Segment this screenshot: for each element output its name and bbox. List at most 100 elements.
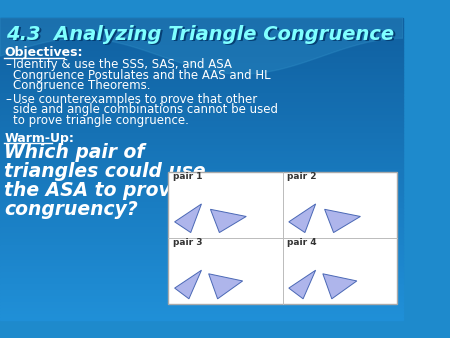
Bar	[0, 275, 403, 278]
Bar	[0, 148, 403, 151]
Bar	[0, 57, 403, 60]
Bar	[0, 118, 403, 121]
Bar	[0, 193, 403, 196]
Text: Use counterexamples to prove that other: Use counterexamples to prove that other	[13, 93, 257, 106]
Bar	[0, 127, 403, 130]
Bar	[0, 272, 403, 275]
Bar	[0, 251, 403, 254]
Polygon shape	[323, 274, 357, 299]
Text: the ASA to prove: the ASA to prove	[4, 181, 184, 200]
Bar	[0, 208, 403, 211]
Bar	[0, 269, 403, 272]
Bar	[0, 290, 403, 293]
Bar	[0, 308, 403, 311]
Bar	[0, 27, 403, 30]
Polygon shape	[289, 204, 315, 233]
Bar	[0, 257, 403, 260]
Bar	[0, 230, 403, 233]
Bar	[0, 142, 403, 145]
Bar	[0, 305, 403, 308]
Bar	[0, 33, 403, 36]
Text: 4.3  Analyzing Triangle Congruence: 4.3 Analyzing Triangle Congruence	[8, 26, 396, 45]
Text: triangles could use: triangles could use	[4, 162, 206, 181]
Bar	[0, 242, 403, 245]
Bar	[0, 302, 403, 305]
Bar	[0, 90, 403, 93]
Bar	[0, 154, 403, 157]
Bar	[168, 172, 397, 304]
Bar	[0, 45, 403, 48]
Text: 4.3  Analyzing Triangle Congruence: 4.3 Analyzing Triangle Congruence	[6, 25, 394, 44]
Bar	[0, 181, 403, 184]
Bar	[0, 112, 403, 115]
Bar	[0, 75, 403, 78]
Bar	[0, 254, 403, 257]
Bar	[0, 78, 403, 81]
Bar	[0, 39, 403, 42]
Bar	[0, 196, 403, 199]
Bar	[0, 115, 403, 118]
Bar	[0, 311, 403, 314]
Bar	[0, 121, 403, 124]
Bar	[0, 236, 403, 239]
Text: pair 4: pair 4	[287, 238, 317, 247]
Bar	[0, 145, 403, 148]
Bar	[0, 102, 403, 105]
Bar	[0, 266, 403, 269]
Polygon shape	[209, 274, 243, 299]
Text: Objectives:: Objectives:	[4, 46, 83, 59]
Bar	[0, 178, 403, 181]
Bar	[0, 30, 403, 33]
Text: Which pair of: Which pair of	[4, 143, 145, 162]
Bar	[0, 317, 403, 320]
Polygon shape	[211, 209, 246, 233]
Bar	[0, 287, 403, 290]
Bar	[0, 99, 403, 102]
Bar	[0, 248, 403, 251]
Bar	[0, 223, 403, 226]
Bar	[0, 166, 403, 169]
Bar	[0, 24, 403, 27]
Bar	[0, 205, 403, 208]
Bar	[0, 284, 403, 287]
Polygon shape	[0, 18, 403, 74]
Bar	[0, 226, 403, 230]
Bar	[0, 245, 403, 248]
Bar	[0, 124, 403, 127]
Bar	[0, 87, 403, 90]
Bar	[0, 151, 403, 154]
Bar	[0, 66, 403, 69]
Bar	[0, 296, 403, 299]
Bar	[0, 233, 403, 236]
Bar	[0, 63, 403, 66]
Polygon shape	[175, 270, 202, 299]
Bar	[0, 199, 403, 202]
Bar	[0, 217, 403, 220]
Bar	[0, 163, 403, 166]
Bar	[0, 133, 403, 136]
Bar	[0, 105, 403, 108]
Bar	[0, 21, 403, 24]
Bar	[0, 96, 403, 99]
Bar	[0, 72, 403, 75]
Bar	[0, 93, 403, 96]
Text: pair 2: pair 2	[287, 172, 316, 181]
Bar	[0, 42, 403, 45]
Bar	[0, 54, 403, 57]
Bar	[0, 202, 403, 205]
Bar	[0, 299, 403, 302]
Polygon shape	[324, 209, 360, 233]
Bar	[0, 278, 403, 281]
Text: Warm-Up:: Warm-Up:	[4, 132, 74, 145]
Bar	[0, 293, 403, 296]
Bar	[0, 220, 403, 223]
Bar	[0, 239, 403, 242]
Text: congruency?: congruency?	[4, 200, 138, 219]
Bar	[0, 36, 403, 39]
Bar	[0, 130, 403, 133]
Bar	[0, 172, 403, 175]
Bar	[0, 169, 403, 172]
Bar	[0, 69, 403, 72]
Bar	[0, 263, 403, 266]
Bar	[0, 175, 403, 178]
